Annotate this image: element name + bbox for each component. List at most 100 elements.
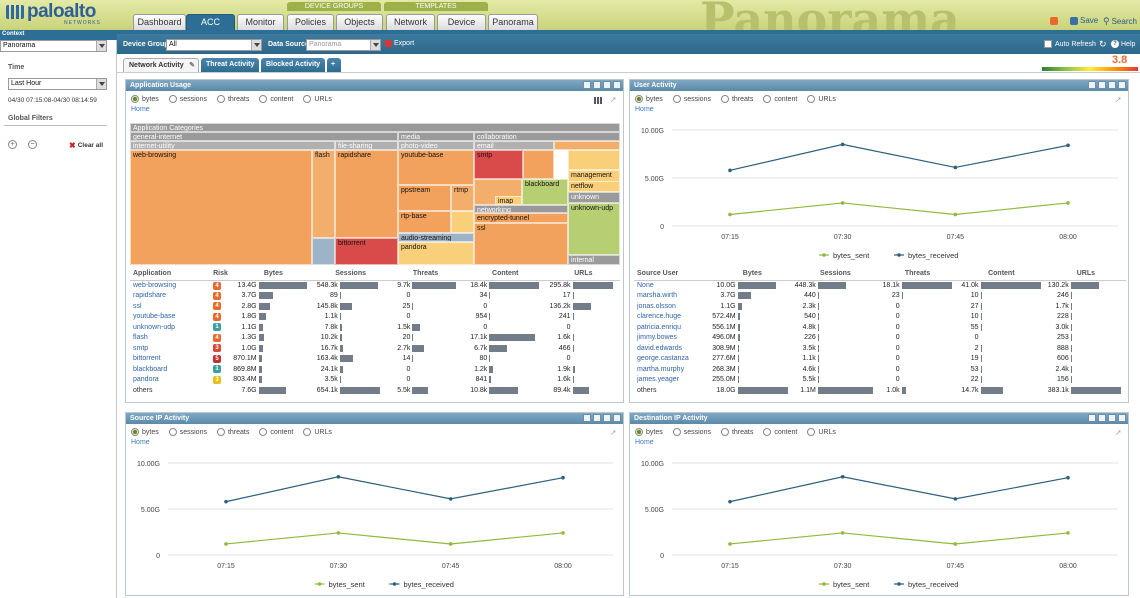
radio-sessions[interactable]: sessions: [672, 428, 711, 436]
breadcrumb-home[interactable]: Home: [131, 439, 150, 446]
point-bytes_received[interactable]: [1066, 475, 1070, 480]
add-filter-icon[interactable]: +: [8, 140, 17, 149]
device-group-select[interactable]: All: [166, 39, 262, 51]
treemap-sub-email[interactable]: email: [474, 141, 554, 150]
tab-monitor[interactable]: Monitor: [237, 14, 284, 30]
table-row[interactable]: None 10.0G 448.3k 18.1k 41.0k 130.2k: [634, 280, 1126, 291]
tab-threat-activity[interactable]: Threat Activity: [201, 58, 259, 72]
col-source-user[interactable]: Source User: [634, 268, 712, 281]
point-bytes_received[interactable]: [336, 475, 341, 479]
refresh-icon[interactable]: ↻: [1099, 39, 1107, 49]
treemap-sub-networking[interactable]: networking: [474, 205, 568, 213]
table-row[interactable]: youtube-base 4 1.8G 1.1k 0 954 241: [130, 312, 620, 323]
context-select[interactable]: Panorama: [0, 40, 107, 52]
filter-icon[interactable]: [1098, 414, 1106, 422]
table-row[interactable]: flash 4 1.3G 10.2k 20 17.1k 1.6k: [130, 333, 620, 344]
col-urls[interactable]: URLs: [1045, 268, 1126, 281]
tab-network[interactable]: Network: [386, 14, 435, 30]
point-bytes_received[interactable]: [561, 475, 565, 480]
col-risk[interactable]: Risk: [213, 268, 233, 281]
user-name[interactable]: jimmy.bowes: [637, 334, 677, 342]
point-bytes_sent[interactable]: [953, 212, 958, 217]
radio-content[interactable]: content: [763, 95, 797, 103]
application-name[interactable]: ssl: [133, 302, 142, 310]
table-row[interactable]: ssl 4 2.8G 145.8k 25 0 136.2k: [130, 301, 620, 312]
treemap-small-c[interactable]: [523, 150, 554, 179]
radio-threats[interactable]: threats: [720, 428, 753, 436]
point-bytes_sent[interactable]: [448, 542, 453, 546]
point-bytes_received[interactable]: [1066, 143, 1070, 148]
application-name[interactable]: unknown-udp: [133, 323, 176, 331]
treemap-smtp[interactable]: smtp: [474, 150, 523, 179]
radio-bytes[interactable]: bytes: [131, 428, 159, 436]
col-application[interactable]: Application: [130, 268, 214, 281]
table-row[interactable]: james.yeager 255.0M 5.5k 0 22 156: [634, 375, 1126, 386]
point-bytes_sent[interactable]: [728, 542, 732, 546]
expand-icon[interactable]: [583, 414, 591, 422]
col-content[interactable]: Content: [463, 268, 547, 281]
radio-bytes[interactable]: bytes: [635, 428, 663, 436]
point-bytes_sent[interactable]: [728, 212, 732, 217]
tab-dashboard[interactable]: Dashboard: [133, 14, 186, 30]
radio-sessions[interactable]: sessions: [672, 95, 711, 103]
filter-icon[interactable]: [593, 81, 601, 89]
breadcrumb-home[interactable]: Home: [635, 106, 654, 113]
table-row[interactable]: smtp 3 1.0G 16.7k 2.7k 6.7k 466: [130, 343, 620, 354]
col-sessions[interactable]: Sessions: [792, 268, 879, 281]
user-name[interactable]: None: [637, 282, 654, 289]
user-name[interactable]: jonas.olsson: [637, 302, 676, 310]
user-name[interactable]: patricia.enriqu: [637, 323, 681, 331]
table-icon[interactable]: [603, 414, 611, 422]
close-icon[interactable]: [613, 414, 621, 422]
table-row[interactable]: pandora 3 803.4M 3.5k 0 841 1.6k: [130, 375, 620, 386]
table-row[interactable]: web-browsing 4 13.4G 548.3k 9.7k 18.4k 295.8k: [130, 280, 620, 291]
line-chart-icon[interactable]: ➚: [1115, 428, 1122, 437]
user-name[interactable]: martha.murphy: [637, 365, 685, 373]
table-row[interactable]: others 7.6G 654.1k 5.5k 10.8k 89.4k: [130, 385, 620, 396]
breadcrumb-home[interactable]: Home: [635, 439, 654, 446]
point-bytes_sent[interactable]: [840, 201, 845, 205]
treemap-imap[interactable]: imap: [495, 196, 522, 205]
point-bytes_received[interactable]: [953, 165, 958, 170]
treemap-small-f[interactable]: [568, 150, 620, 170]
table-row[interactable]: jonas.olsson 1.1G 2.3k 0 27 1.7k: [634, 301, 1126, 312]
col-threats[interactable]: Threats: [878, 268, 957, 281]
auto-refresh-toggle[interactable]: Auto Refresh: [1044, 40, 1096, 48]
expand-icon[interactable]: [583, 81, 591, 89]
clear-all-button[interactable]: ✖ Clear all: [69, 141, 103, 150]
treemap-ssl[interactable]: ssl: [474, 223, 568, 265]
table-icon[interactable]: [1108, 414, 1116, 422]
table-row[interactable]: george.castanza 277.6M 1.1k 0 19 606: [634, 354, 1126, 365]
treemap-unknown[interactable]: unknown: [568, 192, 620, 203]
point-bytes_sent[interactable]: [336, 531, 341, 535]
search-button[interactable]: ⚲ Search: [1103, 16, 1137, 27]
treemap-cat-media[interactable]: media: [398, 132, 474, 141]
point-bytes_received[interactable]: [728, 168, 732, 173]
table-row[interactable]: david.edwards 308.9M 3.5k 0 2 888: [634, 343, 1126, 354]
treemap-root[interactable]: Application Categories: [130, 123, 620, 132]
line-chart-icon[interactable]: ➚: [1115, 95, 1122, 104]
point-bytes_sent[interactable]: [953, 542, 958, 546]
treemap-flash[interactable]: flash: [312, 150, 335, 238]
application-name[interactable]: rapidshare: [133, 292, 167, 300]
point-bytes_received[interactable]: [953, 497, 958, 501]
table-row[interactable]: clarence.huge 572.4M 540 0 10 228: [634, 312, 1126, 323]
col-threats[interactable]: Threats: [387, 268, 464, 281]
user-name[interactable]: david.edwards: [637, 344, 683, 352]
radio-sessions[interactable]: sessions: [168, 428, 207, 436]
point-bytes_received[interactable]: [224, 499, 228, 504]
tab-panorama[interactable]: Panorama: [488, 14, 538, 30]
tab-device[interactable]: Device: [437, 14, 486, 30]
treemap-sub-file-sharing[interactable]: file-sharing: [335, 141, 398, 150]
radio-threats[interactable]: threats: [216, 428, 249, 436]
filter-icon[interactable]: [593, 414, 601, 422]
treemap-youtube-base[interactable]: youtube-base: [398, 150, 474, 185]
treemap-bittorrent[interactable]: bittorrent: [335, 238, 398, 265]
treemap-web-browsing[interactable]: web-browsing: [130, 150, 312, 265]
point-bytes_received[interactable]: [448, 497, 453, 501]
treemap-rtp-base[interactable]: rtp-base: [398, 211, 451, 233]
radio-urls[interactable]: URLs: [303, 428, 332, 436]
user-name[interactable]: james.yeager: [637, 376, 680, 384]
tab-acc[interactable]: ACC: [186, 14, 235, 30]
expand-icon[interactable]: [1088, 414, 1096, 422]
